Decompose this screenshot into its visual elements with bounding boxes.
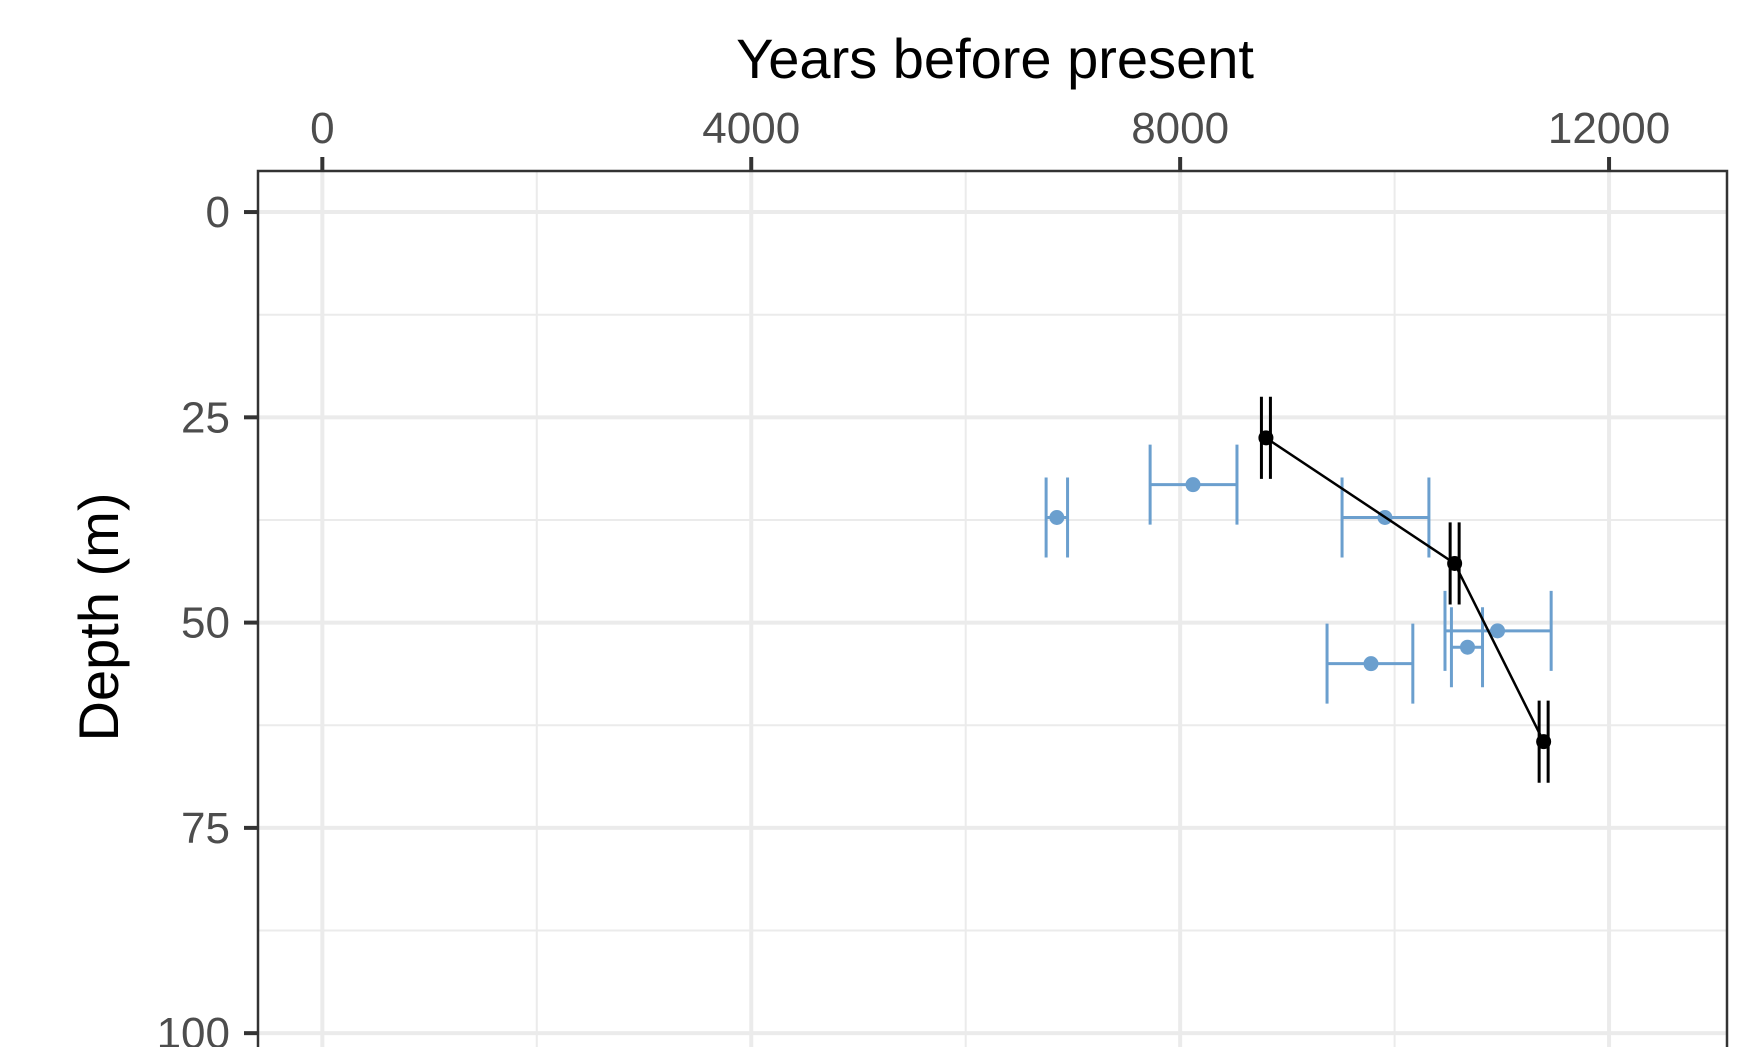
blue-point [1363,656,1379,672]
y-tick-label: 50 [181,599,230,648]
y-axis-title: Depth (m) [67,493,130,742]
blue-point [1490,623,1506,639]
y-tick-label: 25 [181,393,230,442]
y-tick-label: 0 [206,188,230,237]
data-layer [1044,396,1553,783]
black-point [1258,430,1274,446]
plot-frame [256,169,1729,1047]
blue-point [1185,477,1201,493]
x-tick-label: 4000 [702,104,800,153]
black-point [1536,734,1552,750]
x-tick-label: 12000 [1548,104,1670,153]
y-tick-label: 75 [181,804,230,853]
blue-point [1049,510,1065,526]
x-tick-label: 8000 [1131,104,1229,153]
axis-layer: 0 4000 8000 12000 0 25 50 75 100 [157,104,1729,1047]
x-axis-title: Years before present [736,27,1254,90]
blue-point [1460,639,1476,655]
x-tick-label: 0 [310,104,334,153]
y-tick-label: 100 [157,1009,230,1047]
black-point [1447,555,1463,571]
